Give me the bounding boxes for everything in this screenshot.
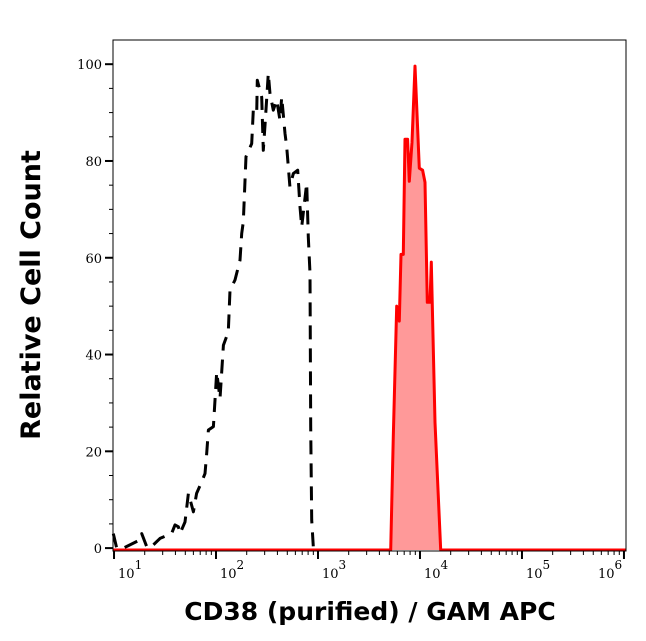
x-tick-exponent: 4 [441, 558, 449, 572]
x-tick-base: 10 [598, 567, 615, 582]
y-tick-label: 40 [85, 349, 102, 364]
x-tick-label: 104 [424, 558, 449, 582]
y-tick-label: 60 [85, 252, 102, 267]
x-tick-base: 10 [424, 567, 441, 582]
series-layer [111, 64, 626, 552]
x-tick-label: 103 [322, 558, 346, 582]
y-axis-title: Relative Cell Count [16, 150, 47, 440]
y-tick-label: 100 [77, 58, 102, 73]
y-tick-label: 80 [85, 155, 102, 170]
x-tick-exponent: 2 [237, 558, 245, 572]
x-tick-base: 10 [322, 567, 339, 582]
x-tick-exponent: 5 [543, 558, 551, 572]
x-tick-exponent: 1 [135, 558, 143, 572]
x-tick-base: 10 [526, 567, 543, 582]
x-axis-title: CD38 (purified) / GAM APC [184, 597, 555, 626]
series-0-line [111, 71, 319, 550]
x-tick-label: 101 [118, 558, 142, 582]
y-tick-label: 0 [94, 542, 102, 557]
x-tick-exponent: 3 [339, 558, 347, 572]
y-tick-label: 20 [85, 445, 102, 460]
x-tick-label: 102 [220, 558, 244, 582]
x-tick-base: 10 [220, 567, 237, 582]
x-tick-exponent: 6 [615, 558, 623, 572]
x-tick-label: 106 [598, 558, 622, 582]
series-1-line [113, 64, 626, 552]
series-1-fill [113, 66, 626, 550]
x-tick-label: 105 [526, 558, 550, 582]
x-tick-base: 10 [118, 567, 135, 582]
plot-frame [112, 39, 627, 552]
